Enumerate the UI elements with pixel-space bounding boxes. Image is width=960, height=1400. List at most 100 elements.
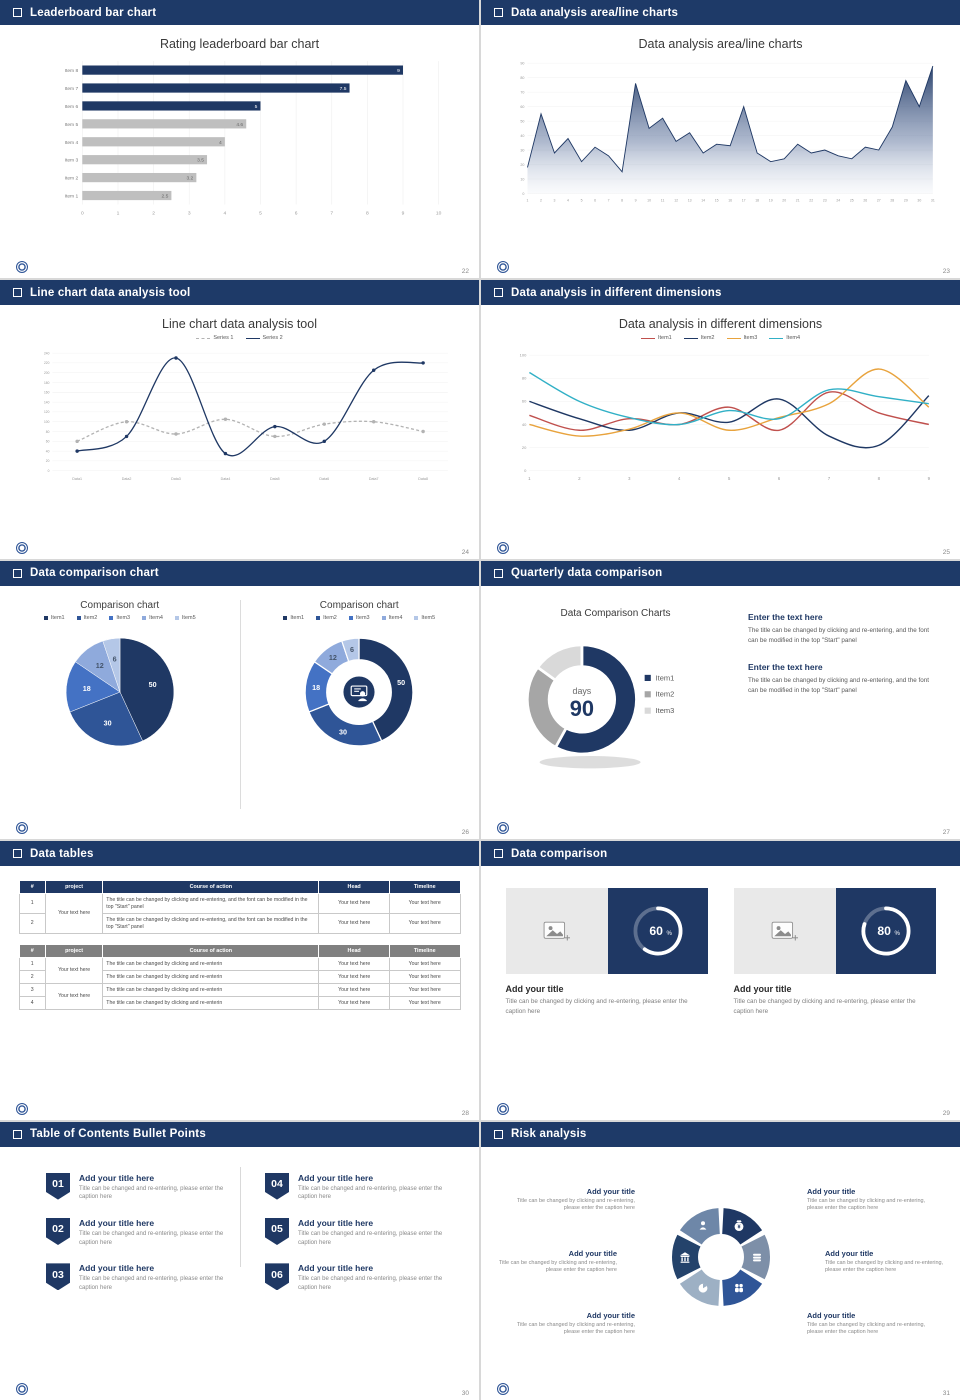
- slide-header: Data analysis area/line charts: [481, 0, 960, 25]
- head-cell: Your text here: [318, 913, 390, 935]
- donut-chart: 50 30 18 12 6: [304, 637, 414, 747]
- col-header: Course of action: [102, 880, 320, 895]
- legend-label: Item4: [786, 335, 801, 342]
- toc-item[interactable]: 04 Add your title here Title can be chan…: [265, 1172, 450, 1202]
- svg-text:9: 9: [634, 199, 636, 203]
- school-seal-logo: [497, 1382, 509, 1395]
- svg-text:40: 40: [520, 134, 524, 138]
- svg-text:29: 29: [903, 199, 907, 203]
- slide-area-chart[interactable]: Data analysis area/line charts Data anal…: [481, 0, 960, 279]
- svg-text:60: 60: [520, 105, 524, 109]
- svg-text:30: 30: [520, 148, 524, 152]
- svg-text:140: 140: [43, 401, 49, 405]
- bullet-square-icon: [13, 849, 22, 859]
- toc-number-badge: 02: [46, 1217, 70, 1245]
- project-cell: Your text here: [44, 983, 104, 1011]
- svg-text:100: 100: [519, 353, 527, 358]
- svg-text:Item2: Item2: [655, 689, 674, 698]
- svg-text:6: 6: [294, 211, 297, 217]
- svg-text:30: 30: [103, 719, 111, 727]
- slide-risk-analysis[interactable]: Risk analysis ¥ Add your title Title can…: [481, 1121, 960, 1400]
- svg-text:200: 200: [43, 371, 49, 375]
- svg-text:Data1: Data1: [72, 477, 82, 481]
- toc-item[interactable]: 01 Add your title here Title can be chan…: [46, 1172, 231, 1202]
- legend-item: Item4: [381, 615, 402, 621]
- legend-label: Item2: [700, 335, 715, 342]
- svg-text:Item 5: Item 5: [64, 122, 78, 128]
- slide-header: Risk analysis: [481, 1121, 960, 1147]
- project-cell: Your text here: [44, 893, 104, 935]
- slide-header-title: Data analysis in different dimensions: [511, 286, 722, 299]
- svg-text:31: 31: [930, 199, 934, 203]
- chart-title: Line chart data analysis tool: [162, 317, 317, 332]
- col-header: Timeline: [388, 944, 461, 959]
- legend-swatch: [142, 615, 147, 620]
- toc-item[interactable]: 02 Add your title here Title can be chan…: [46, 1217, 231, 1247]
- table-row: 1 Your text here The title can be change…: [18, 957, 461, 985]
- slide-data-tables[interactable]: Data tables # project Course of action H…: [0, 841, 479, 1120]
- slide-data-comparison-cards[interactable]: Data comparison: [481, 841, 960, 1120]
- svg-text:2: 2: [540, 199, 542, 203]
- svg-text:18: 18: [312, 684, 320, 692]
- svg-text:Item 7: Item 7: [64, 86, 78, 92]
- svg-text:Item 2: Item 2: [64, 176, 78, 182]
- svg-text:21: 21: [795, 199, 799, 203]
- svg-text:Data3: Data3: [171, 477, 181, 481]
- risk-title: Add your title: [807, 1310, 856, 1320]
- svg-text:50: 50: [520, 119, 524, 123]
- pie-title: Comparison chart: [80, 599, 160, 611]
- text-block: Enter the text here The title can be cha…: [748, 662, 938, 696]
- svg-text:18: 18: [83, 685, 91, 693]
- svg-text:9: 9: [401, 211, 404, 217]
- svg-text:27: 27: [876, 199, 880, 203]
- chart-legend: Series 1 Series 2: [0, 335, 479, 341]
- svg-text:3.5: 3.5: [197, 158, 204, 164]
- page-number: 31: [942, 1389, 950, 1397]
- col-header: Head: [318, 880, 390, 895]
- slide-toc-bullet-points[interactable]: Table of Contents Bullet Points 01 Add y…: [0, 1121, 479, 1400]
- svg-text:5: 5: [727, 476, 730, 481]
- svg-text:22: 22: [809, 199, 813, 203]
- svg-text:23: 23: [822, 199, 826, 203]
- svg-text:Data6: Data6: [319, 477, 329, 481]
- toc-item[interactable]: 03 Add your title here Title can be chan…: [46, 1263, 231, 1292]
- svg-text:20: 20: [521, 445, 526, 450]
- toc-caption: Title can be changed and re-entering, pl…: [79, 1230, 224, 1246]
- donut-panel: Comparison chart Item1 Item2 Item3 Item4…: [240, 586, 480, 839]
- svg-text:11: 11: [660, 199, 664, 203]
- two-series-line-chart: 0 20 40 60 80 100 120 140 160 180 200 220 240 Data1 Da…: [43, 352, 448, 481]
- data-table-navy: # project Course of action Head Timeline…: [18, 880, 461, 935]
- legend-label: Item1: [50, 614, 65, 621]
- slide-multi-dimension-lines[interactable]: Data analysis in different dimensions Da…: [481, 280, 960, 559]
- svg-text:80: 80: [45, 430, 49, 434]
- svg-text:19: 19: [768, 199, 772, 203]
- slide-header: Data analysis in different dimensions: [481, 280, 960, 306]
- svg-text:6: 6: [777, 476, 780, 481]
- svg-text:Data7: Data7: [368, 477, 378, 481]
- legend-item: Item4: [142, 615, 163, 621]
- svg-text:90: 90: [569, 696, 593, 721]
- table-row: 1 Your text here The title can be change…: [18, 893, 461, 935]
- svg-text:4: 4: [223, 211, 226, 217]
- slide-quarterly-comparison[interactable]: Quarterly data comparison Data Compariso…: [481, 560, 960, 840]
- svg-text:0: 0: [522, 192, 524, 196]
- legend-label: Item3: [116, 614, 131, 621]
- svg-text:Item 3: Item 3: [64, 158, 78, 164]
- svg-text:40: 40: [45, 450, 49, 454]
- timeline-cell: Your text here: [388, 996, 461, 1011]
- percent-ring-60: 60%: [633, 906, 682, 956]
- toc-item[interactable]: 06 Add your title here Title can be chan…: [265, 1263, 450, 1292]
- legend-swatch: [348, 615, 353, 620]
- toc-item[interactable]: 05 Add your title here Title can be chan…: [265, 1217, 450, 1247]
- slide-data-comparison-chart[interactable]: Data comparison chart Comparison chart I…: [0, 560, 480, 840]
- risk-pinwheel-diagram: ¥: [671, 1207, 770, 1306]
- risk-title: Add your title: [586, 1310, 635, 1320]
- toc-caption: Title can be changed and re-entering, pl…: [298, 1276, 443, 1292]
- slide-line-chart-tool[interactable]: Line chart data analysis tool Line chart…: [0, 280, 479, 559]
- slide-leaderboard-bar-chart[interactable]: Leaderboard bar chart Rating leaderboard…: [0, 0, 479, 279]
- svg-text:2: 2: [578, 476, 581, 481]
- timeline-cell: Your text here: [388, 957, 461, 972]
- head-cell: Your text here: [318, 893, 390, 915]
- svg-text:2.5: 2.5: [161, 194, 168, 200]
